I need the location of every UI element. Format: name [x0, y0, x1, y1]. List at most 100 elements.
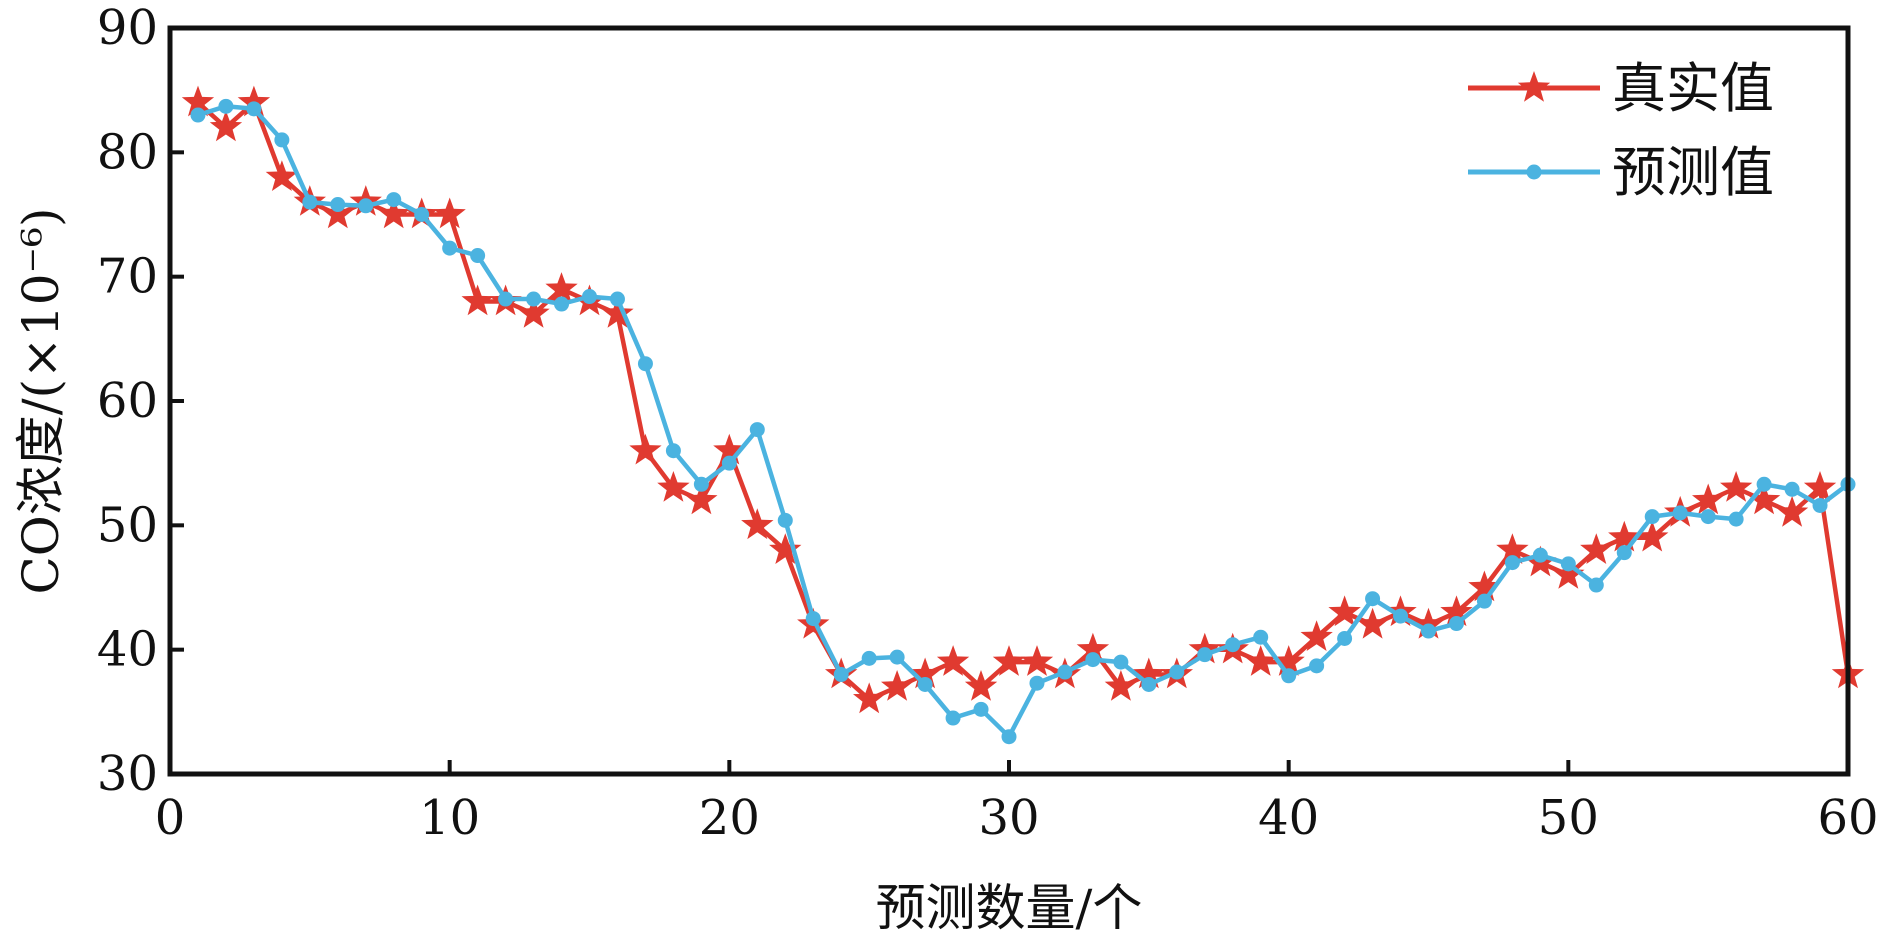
data-point: [1532, 547, 1548, 563]
y-tick-label: 90: [97, 0, 158, 56]
data-point: [861, 650, 877, 666]
data-point: [1356, 607, 1389, 639]
data-point: [1281, 668, 1297, 684]
x-tick-label: 20: [699, 790, 760, 846]
data-point: [218, 98, 234, 114]
data-point: [461, 284, 494, 316]
x-tick-label: 40: [1258, 790, 1319, 846]
data-point: [1756, 476, 1772, 492]
data-point: [1337, 630, 1353, 646]
data-point: [973, 701, 989, 717]
data-point: [637, 356, 653, 372]
data-point: [414, 207, 430, 222]
data-point: [1775, 495, 1809, 527]
data-point: [181, 85, 215, 117]
data-point: [1113, 654, 1129, 670]
data-point: [777, 512, 793, 528]
data-point: [1421, 623, 1436, 639]
data-point: [1616, 545, 1632, 561]
data-point: [1728, 511, 1744, 527]
data-point: [209, 110, 243, 142]
data-point: [1608, 520, 1641, 552]
data-point: [741, 508, 774, 540]
legend-label: 预测值: [1612, 141, 1774, 204]
data-point: [601, 297, 634, 328]
y-tick-label: 30: [97, 746, 158, 802]
data-point: [936, 645, 970, 676]
data-point: [1393, 608, 1409, 624]
x-axis-title: 预测数量/个: [876, 879, 1143, 937]
data-point: [386, 192, 402, 208]
legend-item: 真实值: [1468, 57, 1774, 120]
data-point: [1692, 483, 1725, 515]
series-layer: [181, 85, 1865, 745]
data-point: [964, 670, 998, 701]
data-point: [582, 289, 597, 305]
data-point: [1104, 670, 1137, 701]
data-point: [749, 422, 765, 438]
data-point: [1747, 483, 1781, 515]
data-point: [274, 132, 290, 148]
data-point: [237, 85, 271, 117]
x-tick-label: 0: [155, 790, 186, 846]
data-point: [713, 433, 746, 465]
data-point: [853, 682, 886, 714]
data-point: [1020, 645, 1054, 676]
data-point: [358, 198, 374, 214]
data-point: [1244, 645, 1277, 676]
data-point: [1468, 570, 1501, 602]
x-tick-label: 10: [419, 790, 480, 846]
y-tick-label: 60: [97, 373, 158, 429]
data-point: [629, 433, 662, 465]
series-line: [196, 100, 1851, 702]
data-point: [1720, 471, 1753, 502]
data-point: [1644, 509, 1660, 525]
data-point: [377, 197, 410, 229]
data-point: [1440, 595, 1473, 627]
y-tick-label: 40: [97, 622, 158, 678]
data-point: [321, 197, 354, 229]
data-point: [517, 297, 550, 328]
series-line: [197, 104, 1850, 739]
data-point: [1580, 533, 1613, 564]
data-point: [265, 160, 298, 191]
data-point: [330, 197, 346, 213]
data-point: [442, 240, 458, 256]
data-point: [1300, 620, 1333, 651]
data-point: [1001, 729, 1017, 745]
legend-marker: [1517, 71, 1551, 102]
data-point: [721, 455, 737, 471]
data-point: [908, 657, 942, 689]
y-tick-label: 70: [97, 249, 158, 305]
data-point: [992, 645, 1026, 676]
tick-layer: 0 10 20 30 40 50 60 30 40 50 60 70 80 90: [97, 0, 1879, 846]
data-point: [1672, 505, 1688, 521]
data-point: [1029, 675, 1045, 691]
data-point: [1504, 555, 1520, 571]
data-point: [685, 483, 718, 515]
data-point: [1700, 509, 1716, 525]
data-point: [554, 296, 570, 312]
data-point: [1132, 657, 1165, 689]
data-point: [1560, 556, 1576, 572]
data-point: [1309, 658, 1325, 674]
data-point: [545, 272, 578, 303]
data-point: [470, 248, 486, 264]
data-point: [657, 471, 690, 502]
data-point: [917, 676, 933, 692]
data-point: [1448, 616, 1464, 632]
x-tick-label: 60: [1817, 790, 1878, 846]
data-point: [945, 710, 961, 726]
y-axis-title: CO浓度/(×10⁻⁶): [12, 207, 70, 594]
data-point: [693, 476, 709, 492]
data-point: [769, 533, 802, 564]
data-point: [1636, 520, 1669, 552]
data-point: [1272, 645, 1305, 676]
data-point: [833, 667, 849, 683]
data-point: [1141, 676, 1157, 692]
legend-marker: [1526, 164, 1542, 180]
data-point: [526, 291, 542, 307]
data-point: [1552, 558, 1585, 589]
